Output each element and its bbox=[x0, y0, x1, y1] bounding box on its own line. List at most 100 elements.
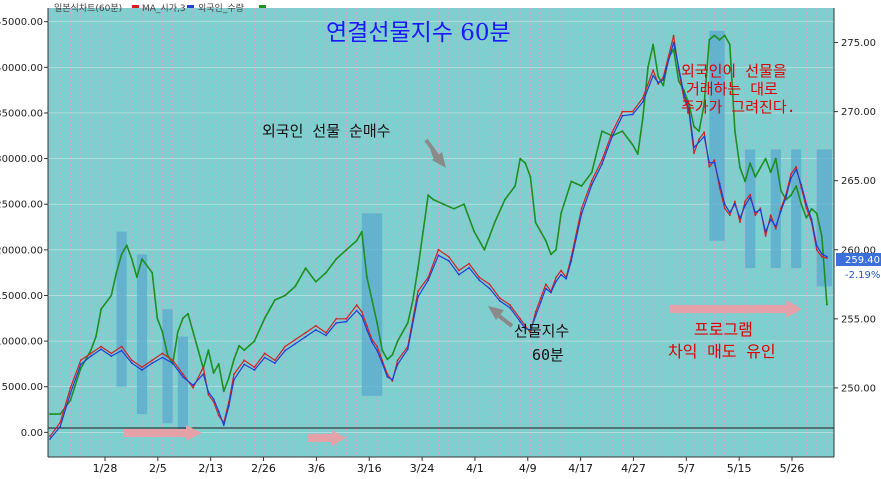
data-point bbox=[759, 207, 762, 210]
x-tick-label: 4/9 bbox=[519, 462, 537, 475]
y-right-tick-label: 275.00 bbox=[841, 38, 876, 49]
data-point bbox=[795, 168, 798, 171]
data-point bbox=[171, 359, 174, 362]
arrow-pink-1 bbox=[124, 425, 202, 441]
data-point bbox=[509, 306, 511, 309]
data-point bbox=[631, 113, 634, 116]
data-point bbox=[130, 258, 133, 260]
data-point bbox=[59, 413, 62, 415]
data-point bbox=[718, 39, 721, 41]
data-point bbox=[805, 217, 808, 219]
data-point bbox=[560, 269, 562, 272]
data-point bbox=[657, 75, 660, 78]
x-tick-label: 2/5 bbox=[149, 462, 167, 475]
current-price-badge bbox=[836, 253, 881, 266]
x-tick-label: 5/26 bbox=[780, 462, 805, 475]
data-point bbox=[366, 324, 368, 327]
data-point bbox=[90, 349, 92, 352]
data-point bbox=[161, 331, 164, 333]
legend-item-3: 외국인_수량 bbox=[198, 2, 244, 14]
data-point bbox=[478, 279, 481, 282]
data-point bbox=[657, 81, 660, 84]
data-point bbox=[498, 297, 501, 299]
data-point bbox=[647, 66, 649, 69]
legend-swatch-1 bbox=[132, 5, 139, 8]
y-right-tick-label: 255.00 bbox=[841, 314, 876, 325]
legend-item-2: MA_시가,3 bbox=[142, 3, 186, 14]
data-point bbox=[718, 182, 721, 185]
data-point bbox=[141, 366, 143, 369]
data-point bbox=[192, 331, 195, 333]
data-point bbox=[780, 210, 782, 213]
data-point bbox=[468, 266, 470, 269]
y-left-tick-label: 35000.00 bbox=[0, 108, 43, 119]
data-point bbox=[473, 230, 476, 233]
data-point bbox=[217, 363, 220, 365]
annotation-futures-index-2: 60분 bbox=[532, 346, 564, 364]
data-point bbox=[233, 358, 235, 361]
series-line-외국인_수량 bbox=[50, 34, 828, 415]
arrow-gray-1-head bbox=[432, 152, 446, 168]
data-point bbox=[682, 96, 685, 99]
data-point bbox=[780, 189, 782, 192]
data-point bbox=[662, 78, 665, 81]
data-point bbox=[432, 198, 435, 201]
data-point bbox=[212, 372, 215, 374]
right-axis-area bbox=[834, 0, 881, 479]
data-point bbox=[335, 258, 338, 260]
data-point bbox=[202, 366, 205, 369]
annotation-program-1: 프로그램 bbox=[694, 320, 753, 339]
data-point bbox=[355, 304, 358, 306]
data-point bbox=[815, 244, 818, 247]
data-point bbox=[59, 421, 62, 424]
data-point bbox=[49, 438, 51, 440]
data-point bbox=[539, 301, 542, 304]
data-point bbox=[136, 276, 138, 279]
highlight-band bbox=[745, 149, 756, 269]
data-point bbox=[529, 331, 532, 334]
data-point bbox=[217, 410, 220, 413]
data-point bbox=[325, 271, 327, 274]
data-point bbox=[754, 175, 757, 178]
data-point bbox=[243, 363, 246, 366]
highlight-bands bbox=[116, 30, 832, 433]
data-point bbox=[744, 200, 746, 203]
data-point bbox=[682, 92, 685, 95]
data-point bbox=[141, 369, 143, 371]
data-point bbox=[182, 373, 184, 375]
data-point bbox=[294, 285, 297, 288]
data-point bbox=[314, 329, 317, 331]
annotation-foreign-net-buy: 외국인 선물 순매수 bbox=[262, 122, 390, 140]
data-point bbox=[493, 221, 496, 224]
highlight-band bbox=[162, 309, 173, 424]
legend-swatch-3 bbox=[259, 5, 266, 8]
data-point bbox=[754, 214, 757, 217]
data-point bbox=[657, 83, 660, 85]
data-point bbox=[611, 135, 614, 138]
data-point bbox=[570, 180, 573, 183]
data-point bbox=[611, 131, 614, 134]
data-point bbox=[534, 315, 537, 317]
data-point bbox=[110, 352, 113, 355]
series-group bbox=[49, 34, 828, 440]
data-point bbox=[417, 295, 419, 298]
data-point bbox=[693, 152, 695, 155]
data-point bbox=[529, 175, 532, 178]
arrow-gray-2-head bbox=[488, 306, 504, 320]
left-axis-area bbox=[0, 0, 48, 479]
data-point bbox=[749, 162, 752, 165]
data-point bbox=[406, 348, 409, 351]
data-point bbox=[151, 362, 154, 364]
data-point bbox=[642, 116, 644, 119]
data-point bbox=[590, 183, 593, 186]
data-point bbox=[810, 218, 813, 221]
y-right-tick-label: 265.00 bbox=[841, 176, 876, 187]
y-right-tick-label: 270.00 bbox=[841, 107, 876, 118]
data-point bbox=[90, 355, 92, 357]
data-point bbox=[345, 248, 348, 251]
data-point bbox=[810, 207, 813, 210]
data-point bbox=[601, 159, 603, 161]
data-point bbox=[151, 359, 154, 362]
data-point bbox=[555, 276, 557, 279]
data-point bbox=[713, 34, 716, 37]
